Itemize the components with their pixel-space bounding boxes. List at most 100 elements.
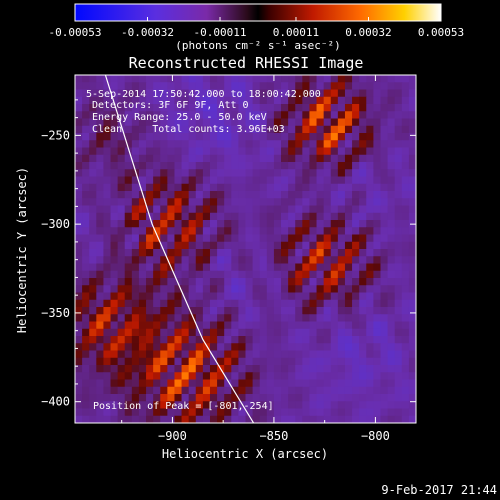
heatmap-cell bbox=[96, 357, 105, 366]
heatmap-cell bbox=[302, 343, 311, 352]
heatmap-cell bbox=[273, 292, 282, 301]
heatmap-cell bbox=[273, 234, 282, 243]
heatmap-cell bbox=[209, 191, 218, 199]
heatmap-cell bbox=[316, 133, 325, 141]
heatmap-cell bbox=[110, 234, 119, 243]
heatmap-cell bbox=[401, 343, 410, 352]
heatmap-cell bbox=[195, 299, 204, 308]
heatmap-cell bbox=[110, 96, 119, 105]
heatmap-cell bbox=[295, 328, 303, 337]
heatmap-cell bbox=[337, 125, 346, 134]
heatmap-cell bbox=[174, 147, 183, 156]
heatmap-cell bbox=[245, 96, 254, 105]
heatmap-cell bbox=[160, 133, 168, 141]
heatmap-cell bbox=[188, 212, 197, 221]
heatmap-cell bbox=[167, 227, 176, 236]
heatmap-cell bbox=[153, 307, 161, 315]
heatmap-cell bbox=[89, 169, 97, 178]
heatmap-cell bbox=[217, 350, 225, 359]
heatmap-cell bbox=[146, 415, 154, 423]
heatmap-cell bbox=[202, 372, 211, 381]
heatmap-cell bbox=[387, 249, 396, 257]
heatmap-cell bbox=[167, 307, 176, 315]
heatmap-cell bbox=[124, 379, 133, 388]
heatmap-cell bbox=[288, 299, 296, 308]
heatmap-cell bbox=[316, 328, 325, 337]
heatmap-cell bbox=[330, 227, 339, 236]
heatmap-cell bbox=[195, 314, 204, 323]
heatmap-cell bbox=[344, 198, 353, 207]
heatmap-cell bbox=[103, 227, 112, 236]
heatmap-cell bbox=[209, 278, 218, 286]
heatmap-cell bbox=[82, 249, 90, 257]
heatmap-cell bbox=[96, 285, 105, 294]
heatmap-cell bbox=[146, 191, 154, 199]
heatmap-cell bbox=[160, 212, 168, 221]
heatmap-cell bbox=[174, 336, 183, 344]
heatmap-cell bbox=[330, 328, 339, 337]
heatmap-cell bbox=[259, 118, 268, 127]
heatmap-cell bbox=[181, 176, 190, 185]
heatmap-cell bbox=[408, 321, 416, 330]
heatmap-cell bbox=[266, 133, 275, 141]
heatmap-cell bbox=[309, 401, 318, 410]
heatmap-cell bbox=[352, 183, 360, 192]
heatmap-cell bbox=[217, 278, 225, 286]
heatmap-cell bbox=[96, 394, 105, 402]
heatmap-cell bbox=[401, 140, 410, 149]
heatmap-cell bbox=[316, 394, 325, 402]
heatmap-cell bbox=[117, 386, 126, 395]
heatmap-cell bbox=[231, 125, 239, 134]
heatmap-cell bbox=[302, 176, 311, 185]
heatmap-cell bbox=[387, 111, 396, 120]
heatmap-cell bbox=[167, 169, 176, 178]
heatmap-cell bbox=[252, 249, 261, 257]
heatmap-cell bbox=[131, 133, 140, 141]
heatmap-cell bbox=[167, 140, 176, 149]
heatmap-cell bbox=[380, 285, 389, 294]
heatmap-cell bbox=[209, 256, 218, 265]
heatmap-cell bbox=[295, 321, 303, 330]
heatmap-cell bbox=[373, 75, 382, 83]
heatmap-cell bbox=[124, 263, 133, 272]
heatmap-cell bbox=[245, 299, 254, 308]
heatmap-cell bbox=[352, 154, 360, 163]
heatmap-cell bbox=[288, 386, 296, 395]
heatmap-cell bbox=[387, 270, 396, 279]
heatmap-cell bbox=[259, 307, 268, 315]
heatmap-cell bbox=[288, 263, 296, 272]
heatmap-cell bbox=[131, 176, 140, 185]
heatmap-cell bbox=[117, 343, 126, 352]
heatmap-cell bbox=[75, 314, 83, 323]
heatmap-cell bbox=[224, 401, 232, 410]
heatmap-cell bbox=[82, 125, 90, 134]
heatmap-cell bbox=[401, 220, 410, 228]
heatmap-cell bbox=[103, 314, 112, 323]
heatmap-cell bbox=[366, 125, 374, 134]
heatmap-cell bbox=[288, 176, 296, 185]
heatmap-cell bbox=[231, 372, 239, 381]
heatmap-cell bbox=[295, 299, 303, 308]
heatmap-cell bbox=[323, 169, 332, 178]
heatmap-cell bbox=[188, 220, 197, 228]
heatmap-cell bbox=[174, 357, 183, 366]
heatmap-cell bbox=[167, 357, 176, 366]
heatmap-cell bbox=[124, 278, 133, 286]
heatmap-cell bbox=[124, 183, 133, 192]
heatmap-cell bbox=[117, 372, 126, 381]
heatmap-cell bbox=[202, 75, 211, 83]
heatmap-cell bbox=[295, 285, 303, 294]
heatmap-cell bbox=[309, 249, 318, 257]
heatmap-cell bbox=[337, 234, 346, 243]
heatmap-cell bbox=[394, 307, 403, 315]
heatmap-cell bbox=[295, 162, 303, 170]
heatmap-cell bbox=[160, 191, 168, 199]
heatmap-cell bbox=[160, 147, 168, 156]
heatmap-cell bbox=[202, 82, 211, 91]
heatmap-cell bbox=[359, 220, 367, 228]
heatmap-cell bbox=[82, 183, 90, 192]
heatmap-cell bbox=[252, 321, 261, 330]
heatmap-cell bbox=[96, 75, 105, 83]
heatmap-cell bbox=[373, 314, 382, 323]
heatmap-cell bbox=[131, 408, 140, 417]
